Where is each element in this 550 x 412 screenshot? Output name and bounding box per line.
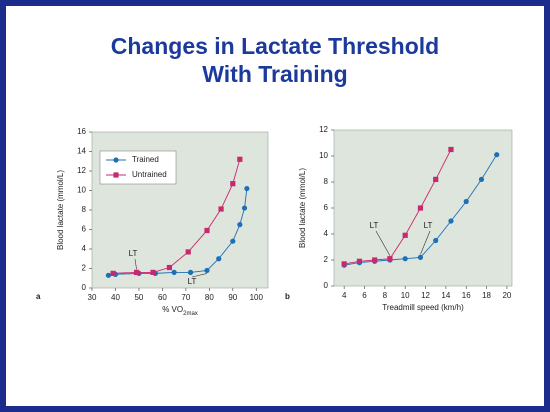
data-point bbox=[237, 222, 243, 228]
x-tick-label: 50 bbox=[134, 293, 143, 302]
data-point bbox=[356, 258, 363, 264]
data-point bbox=[402, 256, 408, 262]
data-point bbox=[218, 206, 224, 212]
data-point bbox=[166, 264, 173, 271]
y-tick-label: 8 bbox=[82, 205, 87, 214]
y-axis-label: Blood lactate (mmol/L) bbox=[298, 168, 307, 248]
legend-label: Untrained bbox=[132, 170, 167, 179]
y-tick-label: 12 bbox=[77, 166, 86, 175]
x-tick-label: 70 bbox=[181, 293, 190, 302]
y-tick-label: 0 bbox=[82, 283, 87, 292]
y-tick-label: 4 bbox=[82, 244, 87, 253]
x-axis-label-main: % VO bbox=[162, 305, 183, 314]
data-point bbox=[133, 269, 140, 275]
x-tick-label: 40 bbox=[111, 293, 120, 302]
annotation: LT bbox=[370, 221, 379, 230]
x-tick-label: 60 bbox=[158, 293, 167, 302]
data-point bbox=[230, 181, 236, 187]
legend-box bbox=[99, 150, 177, 185]
data-point bbox=[417, 254, 424, 260]
y-tick-label: 8 bbox=[324, 177, 329, 186]
data-point bbox=[341, 261, 347, 267]
legend-marker bbox=[113, 172, 119, 178]
x-axis-label: % VO2max bbox=[162, 305, 198, 316]
x-tick-label: 8 bbox=[383, 291, 388, 300]
data-point bbox=[244, 185, 250, 192]
data-point bbox=[241, 205, 248, 211]
y-tick-label: 10 bbox=[319, 151, 328, 160]
y-tick-label: 2 bbox=[82, 264, 87, 273]
data-point bbox=[187, 269, 194, 275]
x-tick-label: 4 bbox=[342, 291, 347, 300]
y-tick-label: 2 bbox=[324, 255, 329, 264]
x-tick-label: 30 bbox=[88, 293, 97, 302]
legend-label: Trained bbox=[132, 155, 159, 164]
data-point bbox=[417, 205, 424, 211]
y-tick-label: 10 bbox=[77, 186, 86, 195]
data-point bbox=[372, 257, 378, 263]
data-point bbox=[463, 198, 469, 205]
y-tick-label: 0 bbox=[324, 281, 329, 290]
annotation: LT bbox=[424, 221, 433, 230]
annotation-leader bbox=[420, 230, 431, 255]
data-point bbox=[433, 176, 439, 182]
data-point bbox=[204, 227, 210, 234]
x-axis-label: Treadmill speed (km/h) bbox=[382, 303, 464, 312]
data-point bbox=[433, 237, 439, 244]
data-point bbox=[110, 270, 116, 276]
data-point bbox=[387, 256, 393, 262]
annotation-leader bbox=[375, 230, 391, 256]
data-point bbox=[216, 256, 222, 262]
legend-marker bbox=[113, 157, 119, 163]
data-point bbox=[230, 238, 236, 244]
annotation-leader bbox=[191, 273, 208, 278]
panel-letter: a bbox=[36, 292, 41, 301]
title-line: Changes in Lactate Threshold bbox=[111, 33, 439, 59]
annotation: LT bbox=[188, 277, 197, 286]
y-tick-label: 12 bbox=[319, 125, 328, 134]
x-tick-label: 16 bbox=[462, 291, 471, 300]
y-tick-label: 6 bbox=[82, 225, 87, 234]
data-point bbox=[478, 176, 485, 182]
x-tick-label: 80 bbox=[205, 293, 214, 302]
data-point bbox=[105, 272, 112, 278]
data-point bbox=[494, 152, 500, 158]
y-tick-label: 6 bbox=[324, 203, 329, 212]
y-axis-label: Blood lactate (mmol/L) bbox=[56, 170, 65, 250]
x-tick-label: 6 bbox=[362, 291, 367, 300]
x-tick-label: 10 bbox=[401, 291, 410, 300]
data-point bbox=[402, 232, 408, 238]
x-tick-label: 12 bbox=[421, 291, 430, 300]
x-axis-label-main: Treadmill speed (km/h) bbox=[382, 303, 464, 312]
y-tick-label: 16 bbox=[77, 127, 86, 136]
data-point bbox=[237, 156, 243, 162]
data-point bbox=[204, 267, 210, 274]
data-point bbox=[448, 218, 454, 224]
data-point bbox=[150, 269, 156, 275]
x-tick-label: 20 bbox=[502, 291, 511, 300]
annotation: LT bbox=[129, 249, 138, 258]
data-point bbox=[185, 249, 191, 255]
x-axis-label-sub: 2max bbox=[183, 311, 198, 317]
x-tick-label: 14 bbox=[441, 291, 450, 300]
title-line: With Training bbox=[202, 61, 347, 87]
y-tick-label: 4 bbox=[324, 229, 329, 238]
x-tick-label: 18 bbox=[482, 291, 491, 300]
data-point bbox=[448, 146, 454, 153]
y-tick-label: 14 bbox=[77, 147, 86, 156]
panel-letter: b bbox=[285, 292, 290, 301]
x-tick-label: 90 bbox=[228, 293, 237, 302]
x-tick-label: 100 bbox=[250, 293, 264, 302]
data-point bbox=[171, 269, 177, 275]
annotation-leader bbox=[134, 258, 137, 270]
